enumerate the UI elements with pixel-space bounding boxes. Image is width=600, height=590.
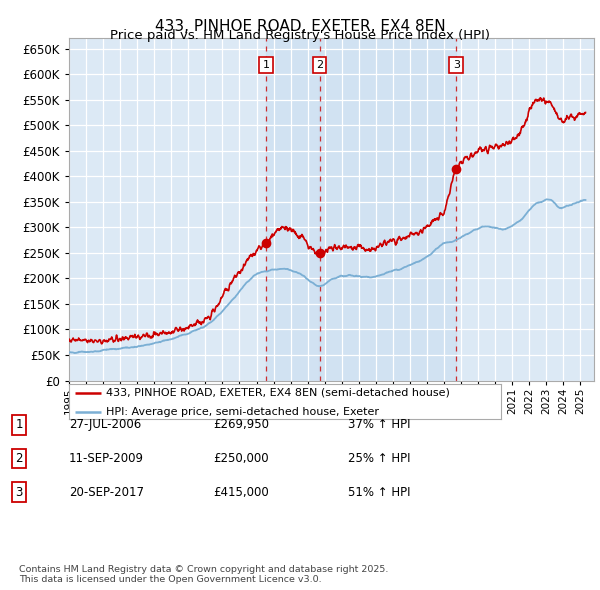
- Text: 3: 3: [16, 486, 23, 499]
- Text: 433, PINHOE ROAD, EXETER, EX4 8EN (semi-detached house): 433, PINHOE ROAD, EXETER, EX4 8EN (semi-…: [106, 388, 449, 398]
- Text: 2: 2: [316, 60, 323, 70]
- Text: £415,000: £415,000: [213, 486, 269, 499]
- Text: HPI: Average price, semi-detached house, Exeter: HPI: Average price, semi-detached house,…: [106, 407, 379, 417]
- Text: 25% ↑ HPI: 25% ↑ HPI: [348, 452, 410, 465]
- Text: Contains HM Land Registry data © Crown copyright and database right 2025.
This d: Contains HM Land Registry data © Crown c…: [19, 565, 389, 584]
- Text: 11-SEP-2009: 11-SEP-2009: [69, 452, 144, 465]
- Text: 37% ↑ HPI: 37% ↑ HPI: [348, 418, 410, 431]
- Text: 51% ↑ HPI: 51% ↑ HPI: [348, 486, 410, 499]
- Text: 1: 1: [16, 418, 23, 431]
- Text: 3: 3: [453, 60, 460, 70]
- Text: 1: 1: [263, 60, 270, 70]
- Text: 20-SEP-2017: 20-SEP-2017: [69, 486, 144, 499]
- Text: 27-JUL-2006: 27-JUL-2006: [69, 418, 141, 431]
- Text: £269,950: £269,950: [213, 418, 269, 431]
- Text: 433, PINHOE ROAD, EXETER, EX4 8EN: 433, PINHOE ROAD, EXETER, EX4 8EN: [155, 19, 445, 34]
- Text: 2: 2: [16, 452, 23, 465]
- Text: £250,000: £250,000: [213, 452, 269, 465]
- Text: Price paid vs. HM Land Registry's House Price Index (HPI): Price paid vs. HM Land Registry's House …: [110, 30, 490, 42]
